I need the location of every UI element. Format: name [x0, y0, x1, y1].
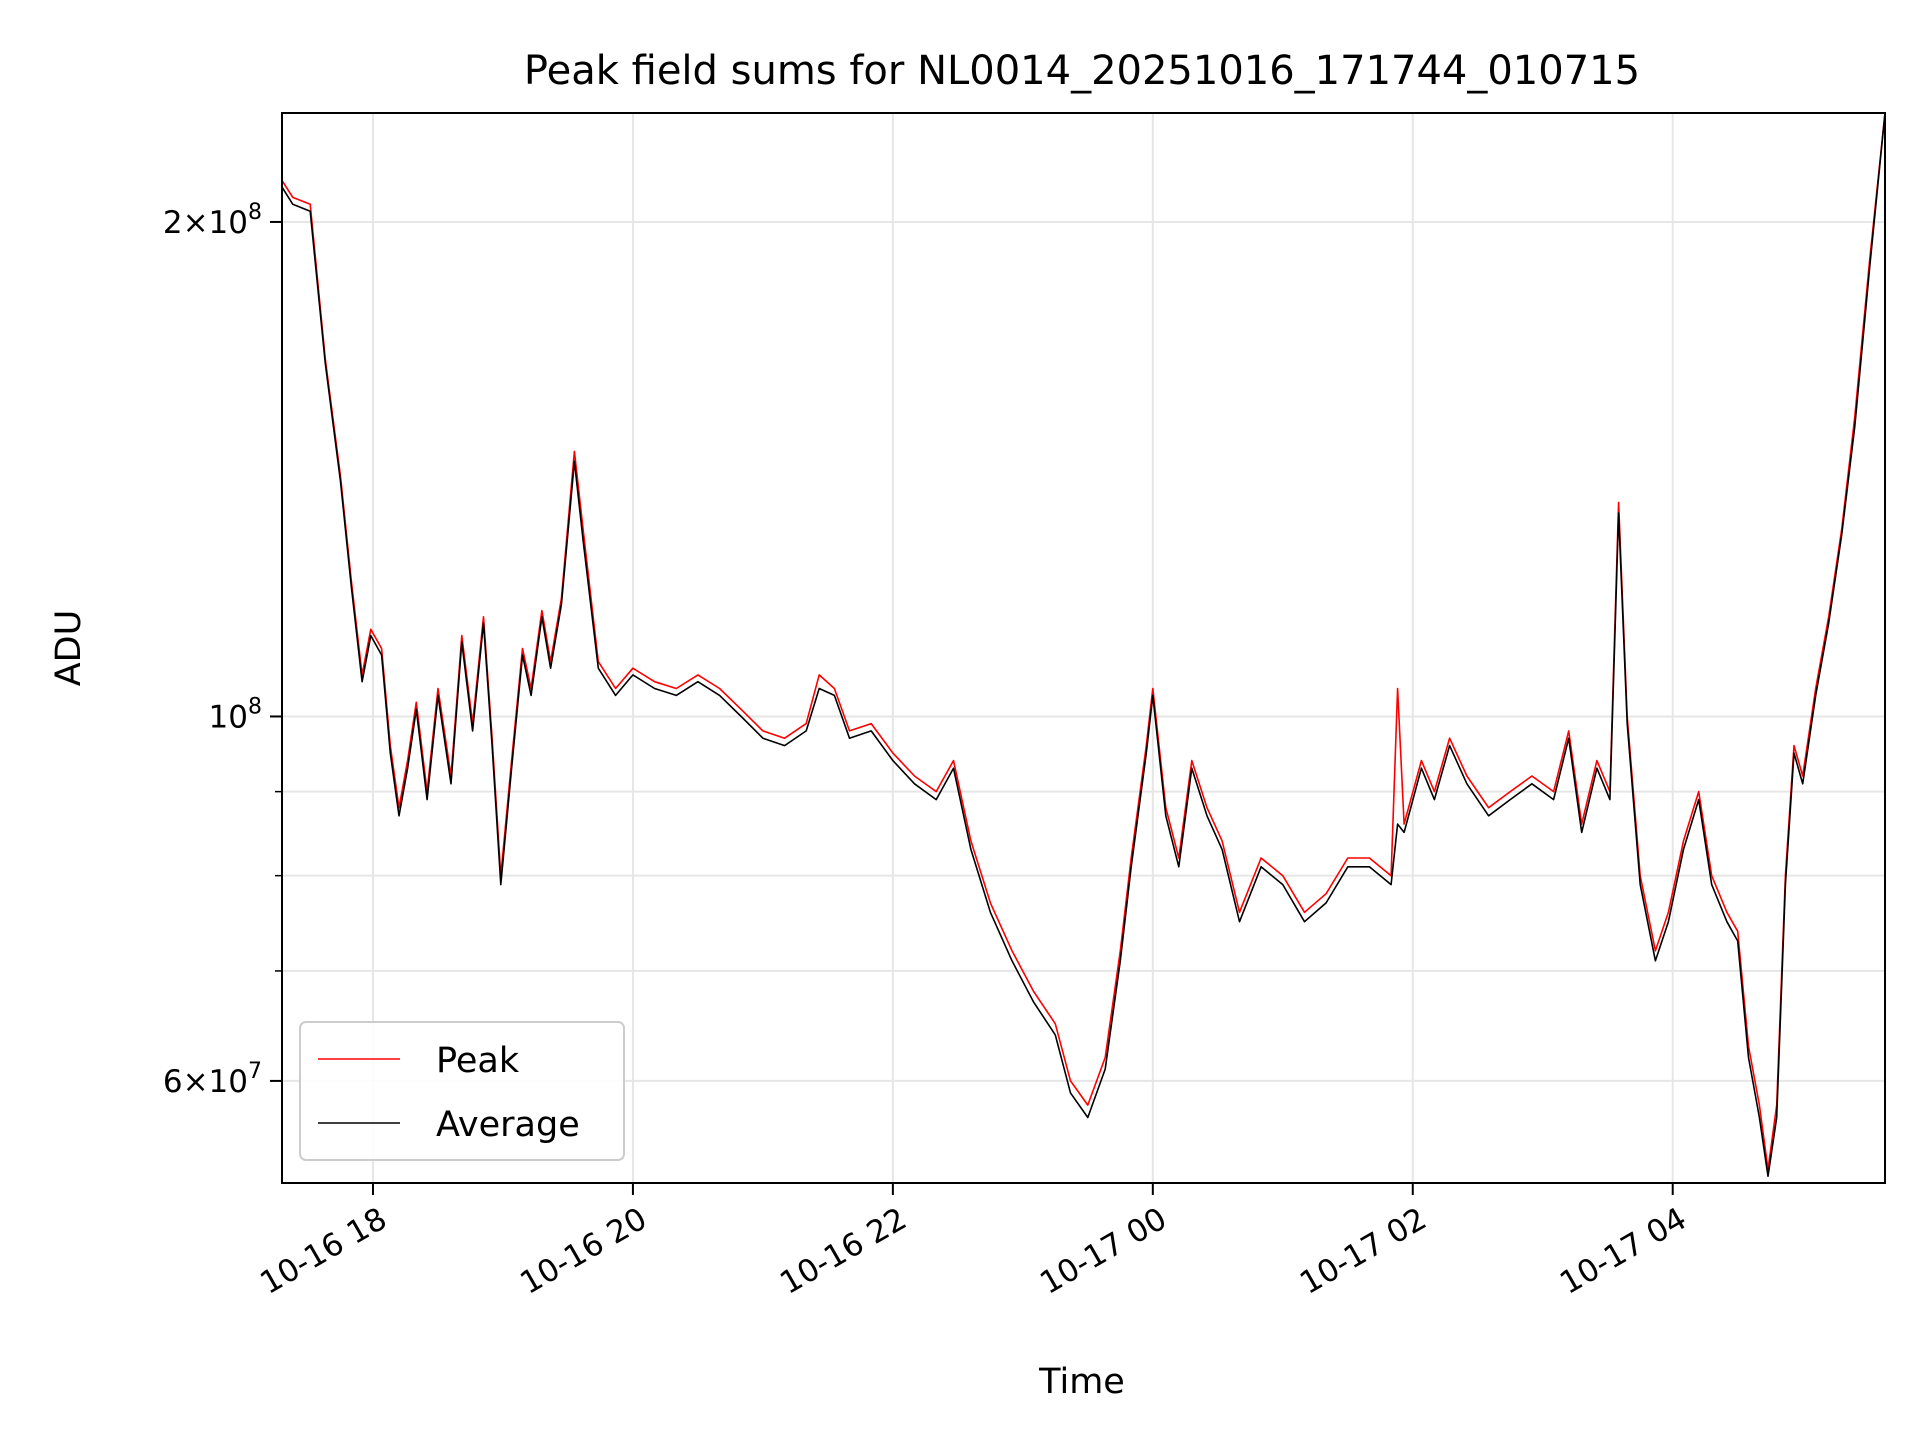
- legend-label-average: Average: [436, 1105, 580, 1145]
- y-tick-exponent: 8: [248, 694, 262, 719]
- x-axis-label: Time: [1038, 1362, 1125, 1402]
- y-tick-exponent: 7: [248, 1059, 262, 1084]
- y-tick-ten: 10: [209, 699, 248, 735]
- series-line-average: [281, 112, 1886, 1177]
- y-tick-times: ×: [183, 1064, 209, 1100]
- legend: Peak Average: [299, 1021, 625, 1161]
- y-tick-base: 6: [163, 1064, 183, 1100]
- y-tick-base: 2: [163, 205, 183, 241]
- chart-title: Peak field sums for NL0014_20251016_1717…: [524, 48, 1640, 94]
- y-tick-label: 6×107: [163, 1059, 262, 1100]
- plot-frame: [281, 112, 1886, 1184]
- series-layer: [281, 112, 1886, 1177]
- y-tick-label: 108: [209, 694, 262, 735]
- y-tick-times: ×: [183, 205, 209, 241]
- y-tick-ten: 10: [209, 1064, 248, 1100]
- legend-box: [299, 1021, 625, 1161]
- y-tick-exponent: 8: [248, 200, 262, 225]
- y-axis-label: ADU: [49, 610, 89, 687]
- y-tick-label: 2×108: [163, 200, 262, 241]
- y-tick-ten: 10: [209, 205, 248, 241]
- legend-label-peak: Peak: [436, 1041, 520, 1081]
